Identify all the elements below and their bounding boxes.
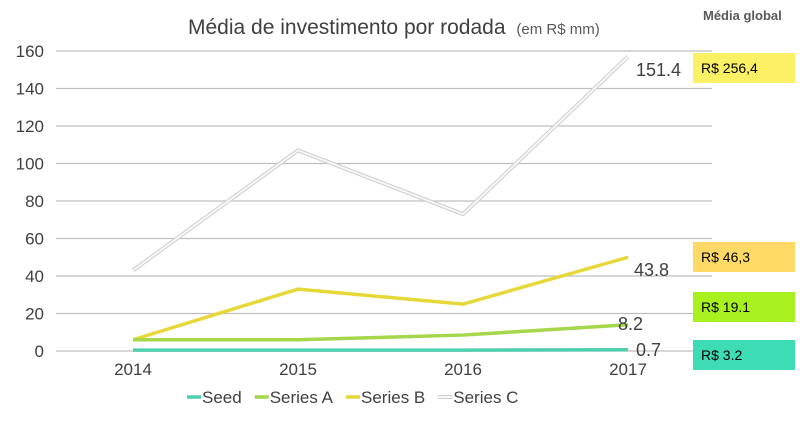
end-label: 151.4 <box>636 60 681 80</box>
legend-label: Series C <box>453 388 518 407</box>
end-label: 8.2 <box>618 314 643 334</box>
y-tick-label: 100 <box>16 155 44 174</box>
legend-label: Series B <box>361 388 425 407</box>
series-line-series-b <box>132 255 629 342</box>
chart-subtitle: (em R$ mm) <box>516 21 599 38</box>
x-tick-label: 2015 <box>279 360 317 379</box>
x-tick-label: 2017 <box>609 360 647 379</box>
y-tick-label: 60 <box>25 230 44 249</box>
global-average-series-a: R$ 19.1 <box>693 292 795 322</box>
y-tick-label: 120 <box>16 117 44 136</box>
y-tick-label: 40 <box>25 267 44 286</box>
y-tick-label: 80 <box>25 192 44 211</box>
x-axis-ticks: 2014 2015 2016 2017 <box>114 360 647 379</box>
chart-title: Média de investimento por rodada (em R$ … <box>188 16 600 39</box>
global-average-label: R$ 46,3 <box>701 249 751 265</box>
legend-label: Seed <box>202 388 242 407</box>
end-label: 0.7 <box>636 340 661 360</box>
legend-label: Series A <box>270 388 334 407</box>
end-label: 43.8 <box>634 260 669 280</box>
x-tick-label: 2016 <box>444 360 482 379</box>
global-average-seed: R$ 3.2 <box>693 340 795 370</box>
chart-title-text: Média de investimento por rodada <box>188 16 506 39</box>
series-line-series-a <box>133 323 629 342</box>
y-tick-label: 160 <box>16 42 44 61</box>
y-axis-ticks: 0 20 40 60 80 100 120 140 160 <box>16 42 44 361</box>
global-average-label: R$ 3.2 <box>701 347 743 363</box>
global-average-label: R$ 256,4 <box>701 60 758 76</box>
series-lines <box>131 55 630 352</box>
global-average-series-c: R$ 256,4 <box>693 53 795 83</box>
y-tick-label: 20 <box>25 305 44 324</box>
global-average-series-b: R$ 46,3 <box>693 242 795 272</box>
y-tick-label: 0 <box>35 342 44 361</box>
x-tick-label: 2014 <box>114 360 152 379</box>
series-line-series-c <box>132 55 629 272</box>
global-average-header: Média global <box>703 8 782 23</box>
gridlines <box>56 50 712 352</box>
legend: Seed Series A Series B Series C <box>187 388 518 407</box>
series-end-labels: 0.7 8.2 43.8 151.4 <box>618 60 681 360</box>
global-average-label: R$ 19.1 <box>701 299 751 315</box>
y-tick-label: 140 <box>16 80 44 99</box>
